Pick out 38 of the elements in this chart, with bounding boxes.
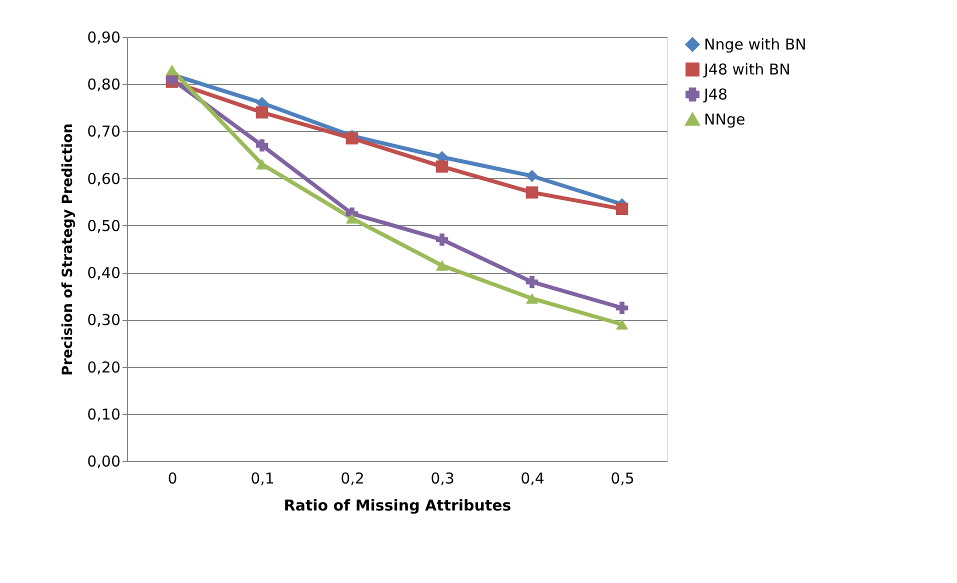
y-tick-label: 0,60	[87, 170, 120, 188]
point	[526, 170, 538, 182]
legend-label: J48 with BN	[703, 60, 790, 78]
point	[616, 202, 628, 216]
point	[436, 160, 448, 173]
point	[526, 293, 538, 304]
y-tick-label: 0,20	[87, 358, 120, 376]
point	[256, 106, 268, 118]
point	[526, 276, 538, 288]
y-tick-label: 0,50	[87, 216, 120, 235]
y-tick-label: 0,00	[87, 452, 120, 470]
x-tick-label: 0,5	[610, 470, 634, 488]
point	[166, 64, 178, 76]
y-tick-label: 0,70	[87, 122, 120, 141]
y-tick-label: 0,90	[87, 28, 120, 46]
y-tick-label: 0,10	[87, 405, 120, 424]
x-axis-title: Ratio of Missing Attributes	[284, 496, 512, 514]
point	[616, 319, 628, 330]
point	[256, 158, 268, 170]
y-tick-label: 0,30	[87, 311, 120, 330]
legend-label: Nnge with BN	[704, 36, 806, 54]
point	[346, 213, 358, 224]
x-tick-label: 0,3	[430, 470, 454, 488]
x-tick-label: 0,4	[520, 470, 544, 488]
y-axis-title: Precision of Strategy Prediction	[60, 123, 76, 376]
point	[256, 139, 268, 152]
point	[346, 132, 358, 144]
point	[436, 260, 448, 271]
point	[436, 233, 448, 246]
point	[616, 302, 628, 314]
y-tick-label: 0,80	[87, 76, 120, 94]
y-tick-label: 0,40	[87, 264, 120, 282]
x-tick-label: 0,2	[340, 470, 364, 488]
legend-label: J48	[703, 86, 728, 104]
x-tick-label: 0	[168, 470, 178, 488]
legend-label: NNge	[704, 110, 746, 128]
point	[526, 186, 538, 199]
x-tick-label: 0,1	[250, 470, 274, 488]
